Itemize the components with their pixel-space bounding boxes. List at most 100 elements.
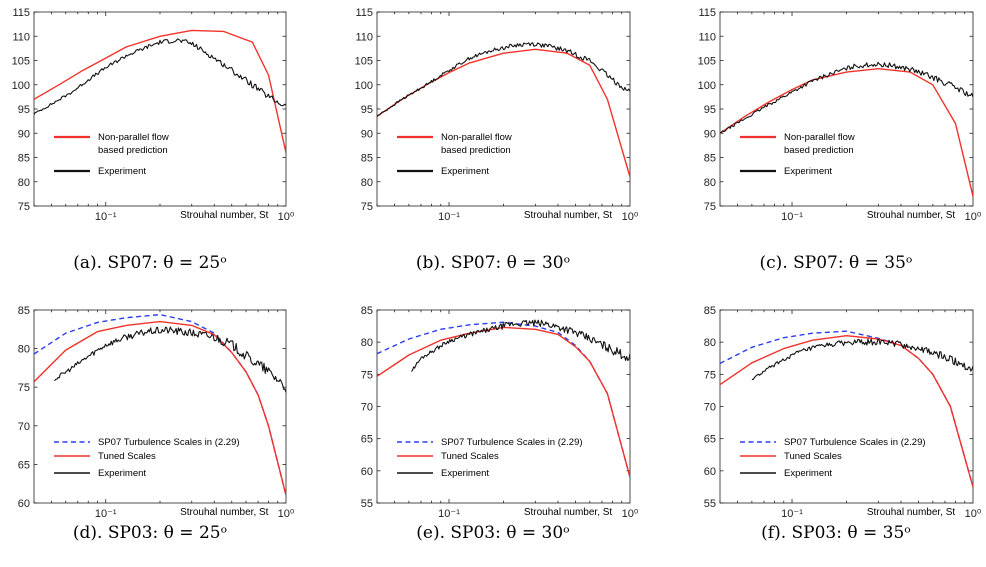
y-tick-label: 85	[18, 153, 30, 165]
legend: Non-parallel flow based prediction Experim…	[54, 132, 169, 177]
y-tick-label: 105	[355, 56, 373, 68]
y-tick-label: 75	[18, 382, 30, 394]
series-line-blue	[720, 330, 973, 488]
y-tick-label: 85	[361, 153, 373, 165]
y-tick-label: 80	[18, 344, 30, 356]
chart-panel-a: 75 80 85 90 95 100 105 110 115 10⁻¹ 10⁰ Strouhal nu…	[12, 7, 295, 223]
legend: SP07 Turbulence Scales in (2.29) Tuned Sc…	[397, 437, 583, 479]
y-tick-label: 60	[18, 498, 30, 510]
figure-caption: (e). SP03: θ = 30ᵒ	[416, 523, 569, 543]
y-tick-label: 65	[361, 434, 373, 446]
y-tick-label: 75	[704, 201, 716, 213]
legend-label: based prediction	[441, 145, 511, 156]
legend-label: based prediction	[98, 145, 168, 156]
series-line-red	[720, 335, 973, 488]
y-tick-label: 90	[361, 128, 373, 140]
legend-label: Tuned Scales	[98, 451, 156, 462]
x-tick-label: 10⁻¹	[95, 211, 117, 223]
y-tick-label: 55	[704, 498, 716, 510]
chart-panel-f: 55 60 65 70 75 80 85 10⁻¹ 10⁰ Strouhal number, St…	[704, 305, 982, 520]
y-tick-label: 80	[18, 177, 30, 189]
y-tick-label: 75	[361, 201, 373, 213]
y-tick-label: 90	[704, 128, 716, 140]
legend-label: Non-parallel flow	[784, 132, 855, 143]
x-axis-label: Strouhal number, St	[867, 507, 956, 518]
y-tick-label: 95	[18, 104, 30, 116]
y-tick-label: 85	[361, 305, 373, 317]
y-tick-label: 80	[361, 177, 373, 189]
legend-label: Experiment	[98, 468, 146, 479]
series-line-black	[720, 61, 973, 134]
chart-panel-b: 75 80 85 90 95 100 105 110 115 10⁻¹ 10⁰ Strouhal nu…	[355, 7, 639, 223]
y-tick-label: 80	[361, 337, 373, 349]
x-tick-label: 10⁰	[965, 211, 982, 223]
y-tick-label: 115	[355, 7, 373, 19]
x-axis-label: Strouhal number, St	[180, 210, 269, 221]
x-tick-label: 10⁰	[622, 508, 639, 520]
axes-box	[376, 11, 631, 207]
series-line-blue	[34, 313, 286, 496]
series-line-red	[720, 68, 973, 197]
y-tick-label: 60	[704, 466, 716, 478]
figure-caption: (f). SP03: θ = 35ᵒ	[761, 523, 911, 543]
y-tick-label: 110	[698, 31, 716, 43]
chart-panel-c: 75 80 85 90 95 100 105 110 115 10⁻¹ 10⁰ Strouhal nu…	[698, 7, 982, 223]
y-tick-label: 100	[12, 80, 30, 92]
y-tick-label: 65	[18, 459, 30, 471]
y-tick-label: 75	[704, 369, 716, 381]
x-axis-label: Strouhal number, St	[524, 210, 613, 221]
series-line-black	[54, 326, 286, 393]
legend-label: based prediction	[784, 145, 854, 156]
axes-box	[719, 309, 974, 504]
y-tick-label: 90	[18, 128, 30, 140]
figure-caption: (a). SP07: θ = 25ᵒ	[73, 253, 227, 273]
y-tick-label: 75	[18, 201, 30, 213]
series-line-black	[751, 338, 973, 381]
y-tick-label: 100	[355, 80, 373, 92]
series-line-red	[377, 326, 630, 478]
x-axis-label: Strouhal number, St	[867, 210, 956, 221]
y-tick-label: 60	[361, 466, 373, 478]
x-tick-label: 10⁰	[965, 508, 982, 520]
legend-label: Experiment	[784, 468, 832, 479]
legend-label: SP07 Turbulence Scales in (2.29)	[441, 437, 583, 448]
series-group	[377, 42, 630, 178]
y-tick-label: 70	[18, 421, 30, 433]
legend-label: SP07 Turbulence Scales in (2.29)	[98, 437, 240, 448]
series-group	[377, 319, 630, 478]
figure-caption: (d). SP03: θ = 25ᵒ	[73, 523, 227, 543]
x-tick-label: 10⁻¹	[438, 508, 460, 520]
y-tick-label: 85	[704, 153, 716, 165]
figure-caption: (b). SP07: θ = 30ᵒ	[416, 253, 570, 273]
legend-label: Tuned Scales	[441, 451, 499, 462]
y-tick-label: 95	[361, 104, 373, 116]
series-group	[34, 29, 286, 153]
series-line-black	[377, 42, 630, 117]
legend-label: Experiment	[441, 166, 489, 177]
legend: Non-parallel flow based prediction Experim…	[397, 132, 512, 177]
y-tick-label: 105	[698, 56, 716, 68]
series-line-red	[377, 48, 630, 178]
x-tick-label: 10⁻¹	[781, 211, 803, 223]
y-tick-label: 80	[704, 337, 716, 349]
y-tick-label: 55	[361, 498, 373, 510]
series-line-black	[411, 319, 630, 372]
series-line-red	[34, 29, 286, 153]
legend-label: SP07 Turbulence Scales in (2.29)	[784, 437, 926, 448]
y-tick-label: 85	[18, 305, 30, 317]
legend: SP07 Turbulence Scales in (2.29) Tuned Sc…	[740, 437, 926, 479]
y-tick-label: 85	[704, 305, 716, 317]
series-group	[720, 330, 973, 488]
x-tick-label: 10⁰	[622, 211, 639, 223]
series-line-red	[34, 320, 286, 496]
y-tick-label: 110	[355, 31, 373, 43]
x-axis-label: Strouhal number, St	[524, 507, 613, 518]
legend-label: Non-parallel flow	[98, 132, 169, 143]
x-tick-label: 10⁰	[278, 508, 295, 520]
chart-panel-e: 55 60 65 70 75 80 85 10⁻¹ 10⁰ Strouhal number, St…	[361, 305, 639, 520]
legend: SP07 Turbulence Scales in (2.29) Tuned Sc…	[54, 437, 240, 479]
legend-label: Tuned Scales	[784, 451, 842, 462]
y-tick-label: 80	[704, 177, 716, 189]
y-tick-label: 100	[698, 80, 716, 92]
series-line-black	[34, 38, 286, 115]
